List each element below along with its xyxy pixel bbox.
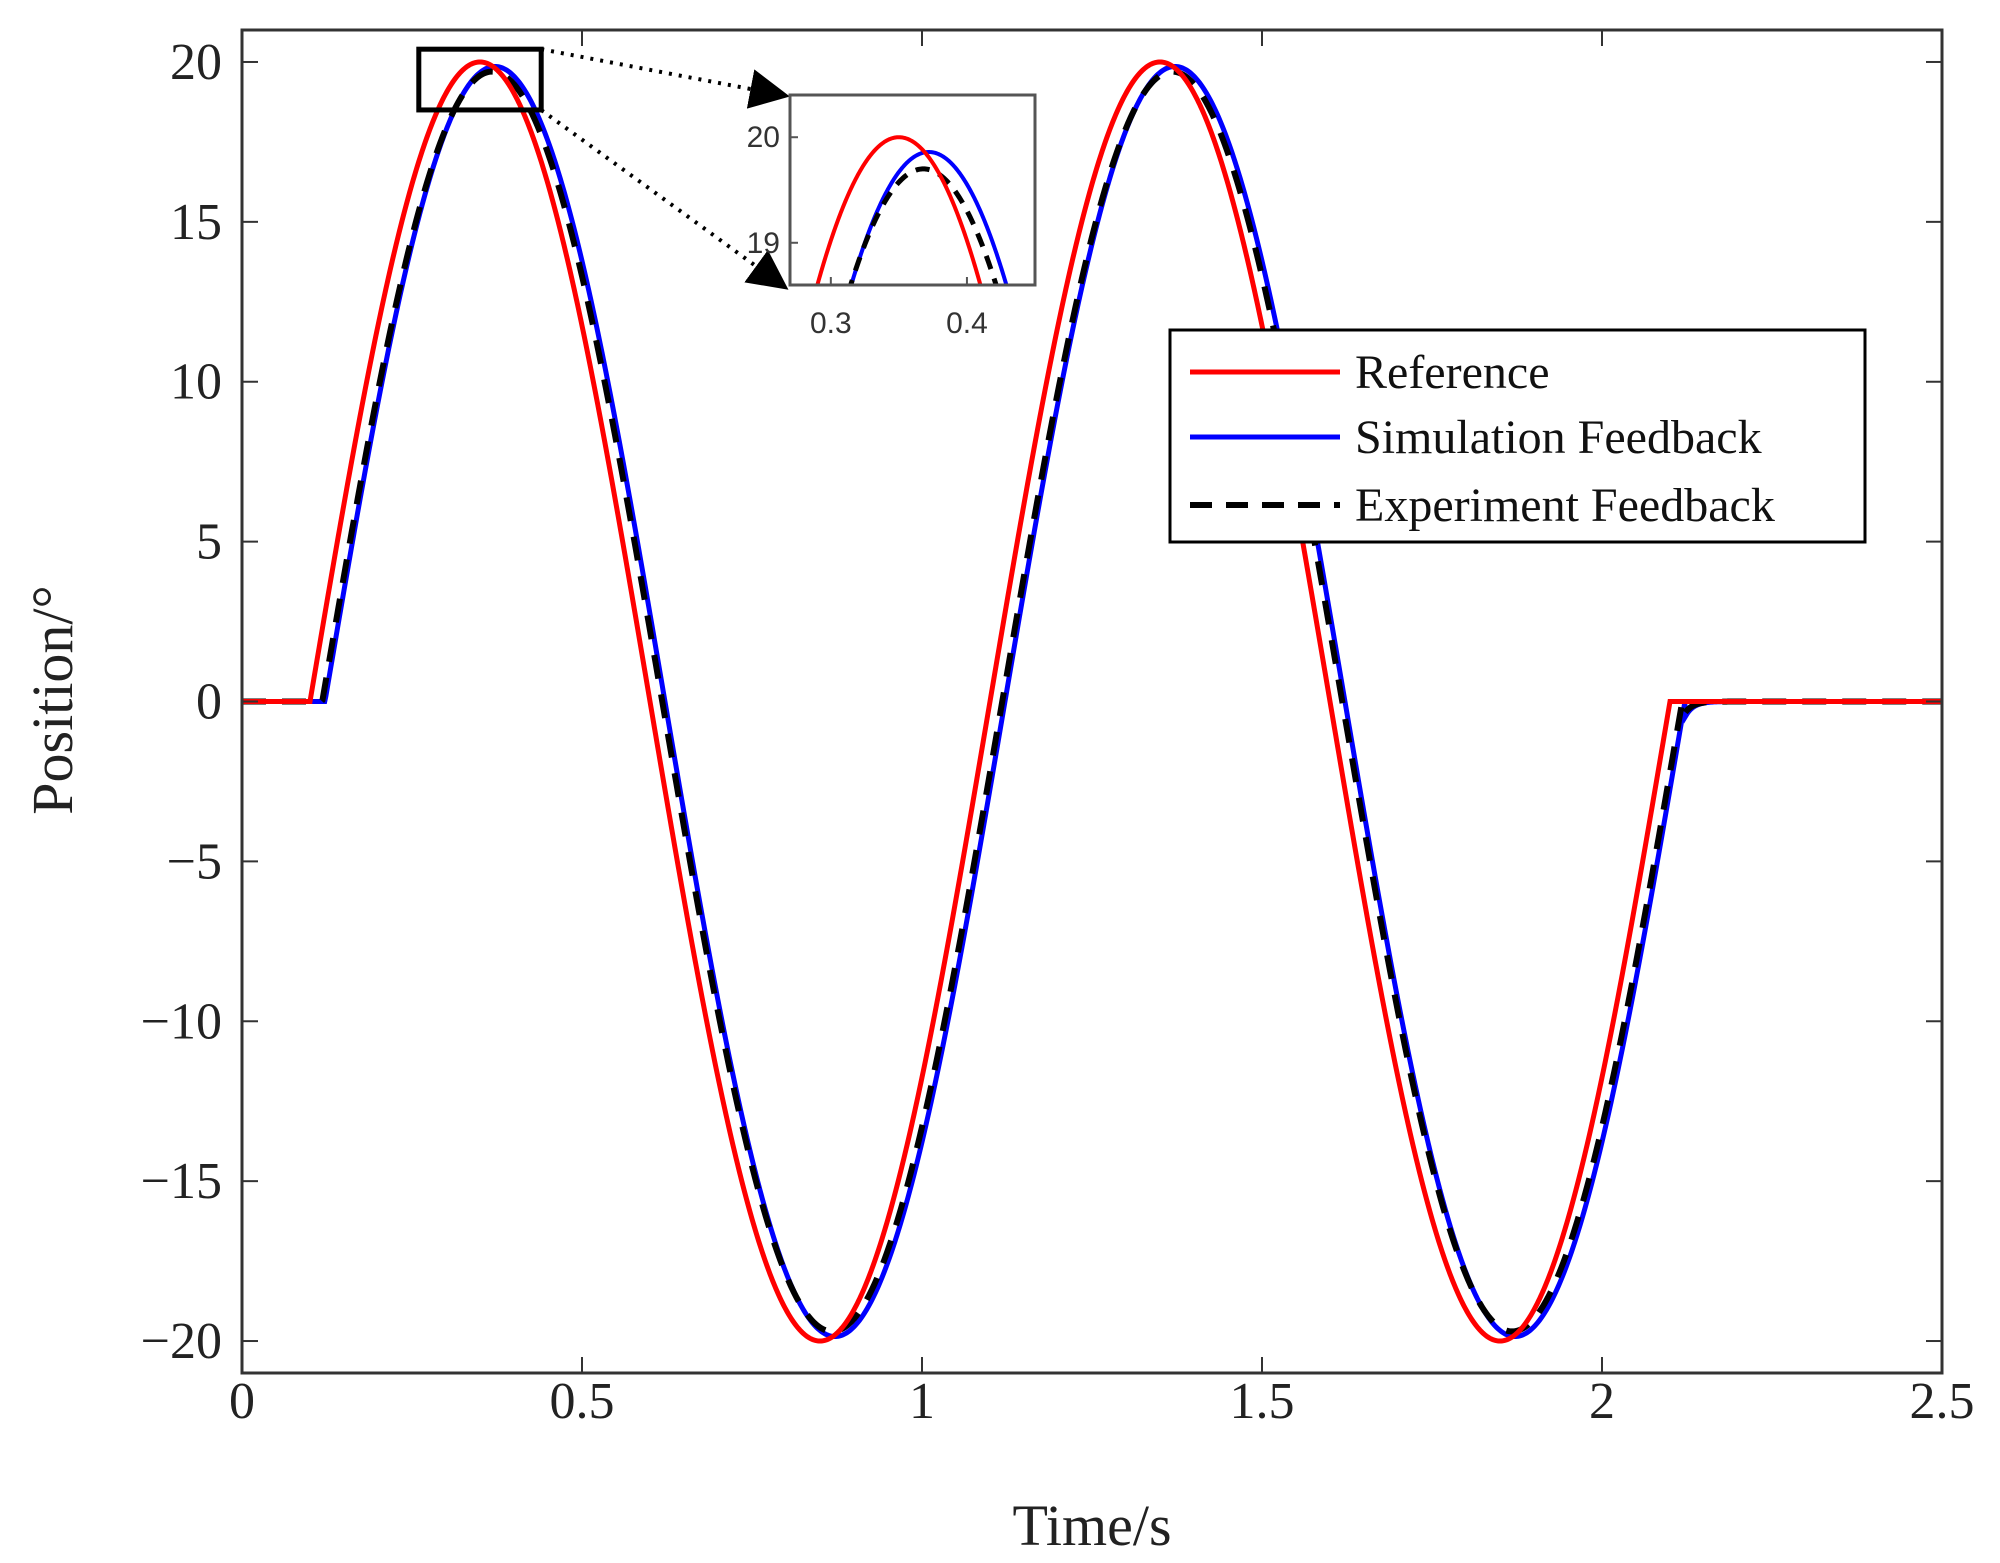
x-tick-label: 0	[229, 1373, 255, 1430]
y-tick-label: −15	[141, 1153, 222, 1210]
x-tick-label: 1	[909, 1373, 935, 1430]
y-tick-label: 0	[196, 674, 222, 731]
inset-plot: 0.3 0.4 19 20	[747, 93, 1037, 340]
main-plot-lines	[242, 59, 1942, 1344]
inset-y-tick-label: 19	[747, 227, 780, 260]
y-tick-labels: −20 −15 −10 −5 0 5 10 15 20	[141, 34, 222, 1370]
inset-frame	[788, 93, 1037, 287]
y-tick-label: −10	[141, 993, 222, 1050]
legend-label-reference: Reference	[1355, 346, 1550, 399]
series-line-experiment-feedback	[242, 68, 1942, 1335]
zoom-region-box	[416, 46, 544, 113]
inset-x-tick-label: 0.4	[946, 307, 988, 340]
inset-y-tick-label: 20	[747, 121, 780, 154]
y-tick-label: −5	[167, 833, 222, 890]
inset-line-simulation-feedback	[849, 149, 1009, 285]
inset-line-experiment-feedback	[848, 166, 999, 285]
inset-x-tick-label: 0.3	[810, 307, 852, 340]
x-tick-labels: 0 0.5 1 1.5 2 2.5	[229, 1373, 1975, 1430]
zoom-connector-arrow-top	[540, 47, 790, 109]
y-tick-label: 15	[170, 194, 222, 251]
legend: Reference Simulation Feedback Experiment…	[1168, 328, 1867, 544]
x-tick-label: 0.5	[550, 1373, 615, 1430]
inset-background	[790, 95, 1035, 285]
legend-label-experiment: Experiment Feedback	[1355, 479, 1775, 532]
y-tick-label: 20	[170, 34, 222, 91]
series-line-reference	[242, 59, 1942, 1344]
legend-label-simulation: Simulation Feedback	[1355, 411, 1762, 464]
y-tick-label: 5	[196, 514, 222, 571]
y-axis-title: Position/°	[20, 585, 85, 814]
inset-lines	[815, 135, 1009, 285]
x-tick-label: 2	[1589, 1373, 1615, 1430]
y-tick-label: 10	[170, 354, 222, 411]
x-tick-label: 2.5	[1910, 1373, 1975, 1430]
y-tick-label: −20	[141, 1313, 222, 1370]
inset-line-reference	[815, 135, 983, 285]
axis-ticks	[241, 30, 1943, 1373]
x-tick-label: 1.5	[1230, 1373, 1295, 1430]
x-axis-title: Time/s	[1012, 1493, 1171, 1558]
inset-ticks: 0.3 0.4 19 20	[747, 121, 988, 340]
